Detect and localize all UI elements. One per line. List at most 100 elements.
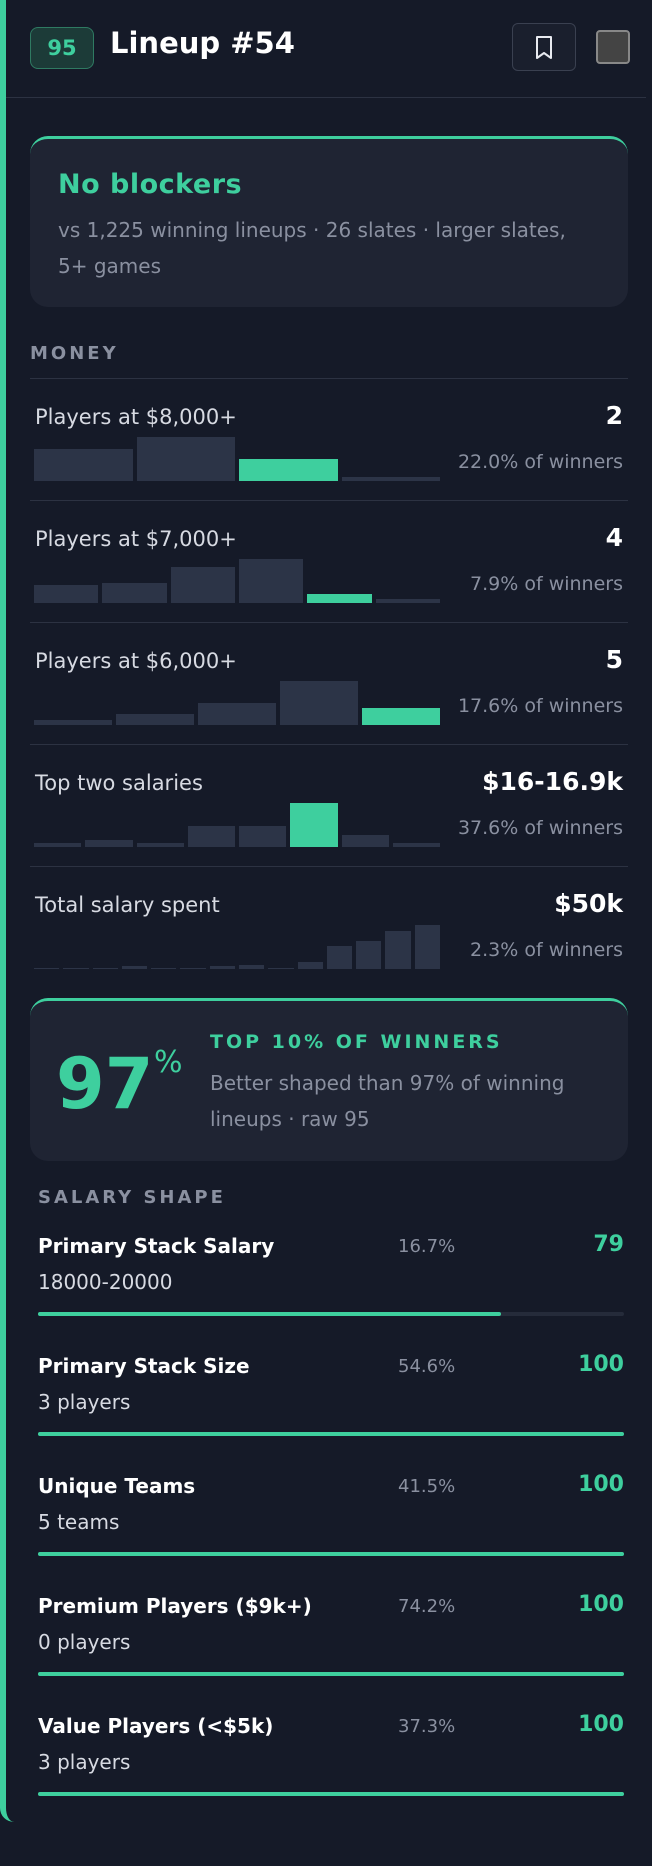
shape-row: Primary Stack Size 54.6% 100 3 players [38,1328,624,1448]
percentile-card: 97 % TOP 10% OF WINNERS Better shaped th… [30,998,628,1161]
histogram-bar [209,966,235,969]
section-heading: MONEY [30,343,119,364]
histogram-bar [151,967,177,969]
shape-share: 37.3% [398,1716,456,1737]
money-section: MONEY Players at $8,000+ 2 22.0% of winner… [30,343,628,988]
status-card: No blockers vs 1,225 winning lineups · 2… [30,136,628,307]
histogram [34,557,440,603]
shape-label: Primary Stack Salary [38,1234,275,1258]
metric-value: 2 [605,401,623,430]
salary-shape-section: SALARY SHAPE Primary Stack Salary 16.7% 79… [38,1187,624,1808]
histogram-bar [290,803,338,847]
metric-value: $16-16.9k [482,767,623,796]
shape-score: 100 [578,1472,624,1497]
score-bar [38,1792,624,1796]
histogram-bar [239,459,338,481]
histogram-bar [92,967,118,969]
metric-share: 17.6% of winners [457,695,623,717]
histogram-bar [268,967,294,969]
percentile-unit: % [154,1045,183,1080]
percentile-detail: Better shaped than 97% of winning lineup… [210,1071,565,1131]
shape-label: Premium Players ($9k+) [38,1594,312,1618]
histogram-bar [121,966,148,969]
histogram-bar [392,843,440,847]
histogram-bar [34,449,133,481]
section-heading: SALARY SHAPE [38,1187,226,1208]
metric-label: Players at $8,000+ [35,405,237,429]
score-bar [38,1672,624,1676]
metric-row: Players at $8,000+ 2 22.0% of winners [30,378,628,500]
metric-share: 7.9% of winners [470,573,623,595]
metric-row: Players at $7,000+ 4 7.9% of winners [30,500,628,622]
shape-detail: 0 players [38,1630,131,1654]
bookmark-button[interactable] [512,23,576,71]
metric-share: 2.3% of winners [470,939,623,961]
histogram-bar [238,964,265,969]
histogram-bar [362,707,440,725]
histogram-bar [341,477,440,481]
shape-detail: 3 players [38,1390,131,1414]
metric-row: Top two salaries $16-16.9k 37.6% of winner… [30,744,628,866]
shape-detail: 18000-20000 [38,1270,173,1294]
metric-label: Total salary spent [35,893,220,917]
metric-value: 4 [605,523,623,552]
histogram-bar [116,714,194,725]
metric-label: Top two salaries [35,771,203,795]
histogram-bar [341,834,389,847]
shape-row: Unique Teams 41.5% 100 5 teams [38,1448,624,1568]
metric-share: 37.6% of winners [457,817,623,839]
histogram-bar [34,585,99,603]
score-bar [38,1432,624,1436]
histogram-bar [297,961,323,969]
histogram-bar [34,843,82,847]
select-checkbox[interactable] [596,30,630,64]
shape-score: 100 [578,1592,624,1617]
shape-share: 74.2% [398,1596,456,1617]
shape-label: Unique Teams [38,1474,196,1498]
histogram [34,679,440,725]
shape-detail: 5 teams [38,1510,120,1534]
percentile-tier: TOP 10% OF WINNERS [210,1031,503,1053]
metric-label: Players at $6,000+ [35,649,237,673]
histogram-bar [307,593,372,603]
metric-row: Total salary spent $50k 2.3% of winners [30,866,628,988]
histogram [34,435,440,481]
histogram-bar [187,826,235,847]
shape-score: 79 [593,1232,624,1257]
shape-share: 41.5% [398,1476,456,1497]
shape-score: 100 [578,1712,624,1737]
histogram [34,923,440,969]
shape-label: Primary Stack Size [38,1354,250,1378]
status-title: No blockers [58,169,243,200]
metric-share: 22.0% of winners [457,451,623,473]
histogram-bar [63,968,89,969]
histogram-bar [239,826,287,847]
histogram-bar [136,437,235,481]
shape-row: Premium Players ($9k+) 74.2% 100 0 players [38,1568,624,1688]
shape-score: 100 [578,1352,624,1377]
status-detail: vs 1,225 winning lineups · 26 slates · l… [58,218,566,278]
shape-label: Value Players (<$5k) [38,1714,274,1738]
histogram-bar [238,559,304,603]
histogram-bar [198,703,276,725]
metric-label: Players at $7,000+ [35,527,237,551]
histogram-bar [414,925,440,969]
score-badge: 95 [30,27,94,69]
bookmark-icon [536,36,552,59]
histogram-bar [385,930,411,969]
histogram-bar [170,567,235,603]
title: Lineup #54 [110,26,295,60]
histogram-bar [34,968,60,969]
score-track [38,1672,624,1676]
shape-share: 16.7% [398,1236,456,1257]
histogram-bar [136,843,184,847]
score-track [38,1312,624,1316]
score-bar [38,1552,624,1556]
histogram-bar [180,968,206,969]
metric-row: Players at $6,000+ 5 17.6% of winners [30,622,628,744]
histogram-bar [375,599,440,603]
score-bar [38,1312,501,1316]
score-track [38,1792,624,1796]
shape-detail: 3 players [38,1750,131,1774]
score-track [38,1552,624,1556]
